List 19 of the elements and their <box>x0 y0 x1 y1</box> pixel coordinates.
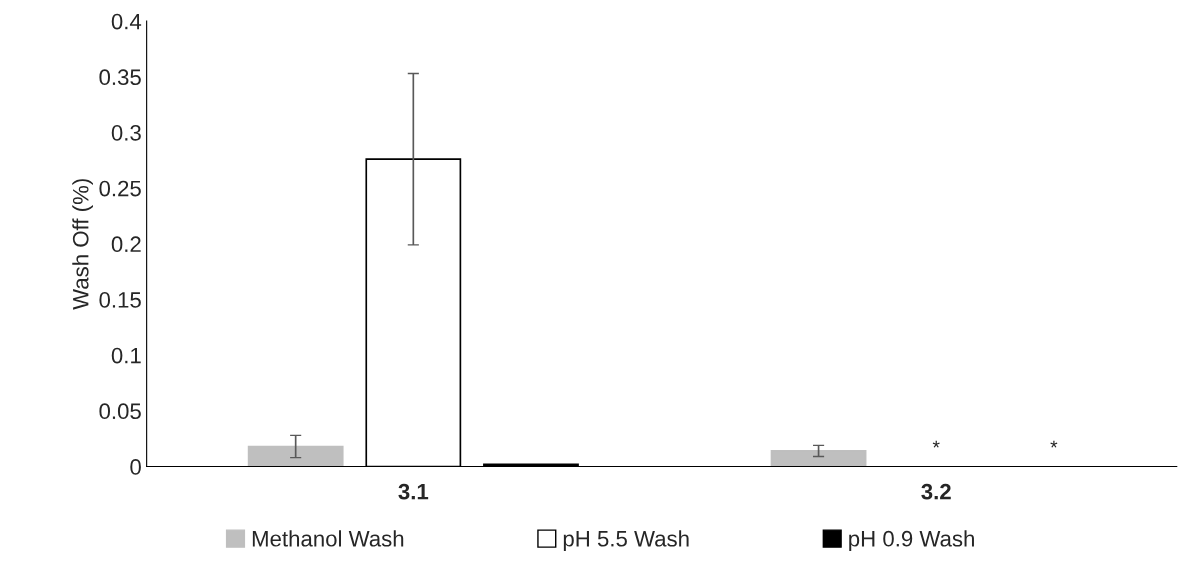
y-tick-label: 0.4 <box>111 13 142 30</box>
y-tick-label: 0.2 <box>111 236 141 253</box>
legend-label: pH 5.5 Wash <box>563 530 689 551</box>
y-tick-label: 0.15 <box>99 292 141 308</box>
y-tick-label: 0.05 <box>99 403 141 420</box>
text: * <box>1050 440 1058 448</box>
y-axis-title: Wash Off (%) <box>72 179 93 310</box>
x-tick-label: 3.2 <box>921 483 951 500</box>
y-tick-label: 0 <box>130 459 141 475</box>
legend-label: pH 0.9 Wash <box>849 530 974 551</box>
y-tick-label: 0.25 <box>99 180 141 197</box>
legend-label: Methanol Wash <box>252 530 404 547</box>
bar <box>770 450 867 467</box>
y-tick-label: 0.35 <box>99 69 141 86</box>
bar <box>247 445 344 467</box>
y-tick-label: 0.1 <box>111 347 141 364</box>
text: * <box>932 440 940 448</box>
y-tick-label: 0.3 <box>111 125 141 141</box>
x-tick-label: 3.1 <box>398 483 429 500</box>
